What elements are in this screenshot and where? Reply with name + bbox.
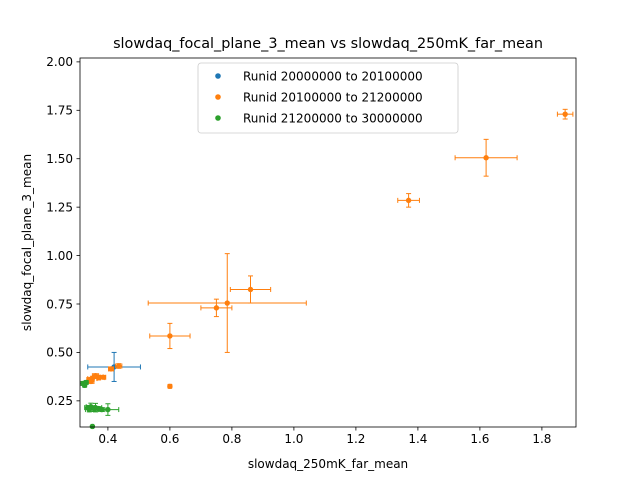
y-tick-label: 0.25	[46, 394, 73, 408]
series-2	[86, 108, 574, 390]
data-point	[167, 333, 173, 339]
data-point	[108, 366, 114, 372]
x-tick-label: 1.6	[470, 432, 489, 446]
data-point	[247, 286, 254, 293]
legend-marker	[215, 73, 221, 79]
y-axis-label: slowdaq_focal_plane_3_mean	[20, 154, 34, 331]
data-point	[100, 374, 106, 380]
x-tick-label: 0.4	[98, 432, 117, 446]
data-point	[562, 111, 568, 117]
series-3	[80, 379, 120, 430]
data-point	[213, 305, 220, 311]
data-point	[105, 406, 111, 413]
legend-marker	[215, 94, 221, 100]
x-tick-label: 1.0	[284, 432, 303, 446]
y-tick-label: 1.75	[46, 104, 73, 118]
data-point	[405, 197, 412, 204]
legend-label: Runid 20100000 to 21200000	[243, 90, 423, 104]
legend: Runid 20000000 to 20100000 Runid 20100000…	[197, 62, 459, 134]
data-point	[116, 363, 122, 369]
data-point	[85, 404, 91, 411]
legend-label: Runid 20000000 to 20100000	[243, 69, 423, 83]
y-tick-label: 1.50	[46, 152, 73, 166]
x-tick-label: 0.8	[222, 432, 241, 446]
y-tick-label: 1.25	[46, 200, 73, 214]
plot-area	[80, 108, 574, 430]
data-point	[99, 406, 105, 413]
y-tick-label: 0.75	[46, 297, 73, 311]
y-tick-label: 1.00	[46, 249, 73, 263]
legend-label: Runid 21200000 to 30000000	[243, 111, 423, 125]
x-tick-label: 1.2	[346, 432, 365, 446]
x-axis-ticks: 0.4 0.6 0.8 1.0 1.2 1.4 1.6 1.8	[98, 427, 551, 446]
y-tick-label: 0.50	[46, 346, 73, 360]
data-point	[89, 423, 96, 430]
data-point	[83, 379, 89, 386]
x-tick-label: 0.6	[160, 432, 179, 446]
y-tick-label: 2.00	[46, 55, 73, 69]
x-tick-label: 1.8	[532, 432, 551, 446]
data-point	[224, 300, 230, 306]
legend-marker	[215, 115, 221, 121]
x-axis-label: slowdaq_250mK_far_mean	[248, 457, 408, 471]
data-point	[483, 155, 489, 161]
chart-title: slowdaq_focal_plane_3_mean vs slowdaq_25…	[113, 36, 543, 52]
data-point	[167, 383, 173, 390]
y-axis-ticks: 0.25 0.50 0.75 1.00 1.25 1.50 1.75 2.00	[46, 55, 80, 408]
x-tick-label: 1.4	[408, 432, 427, 446]
axes-frame	[79, 57, 577, 428]
legend-frame	[197, 62, 459, 134]
